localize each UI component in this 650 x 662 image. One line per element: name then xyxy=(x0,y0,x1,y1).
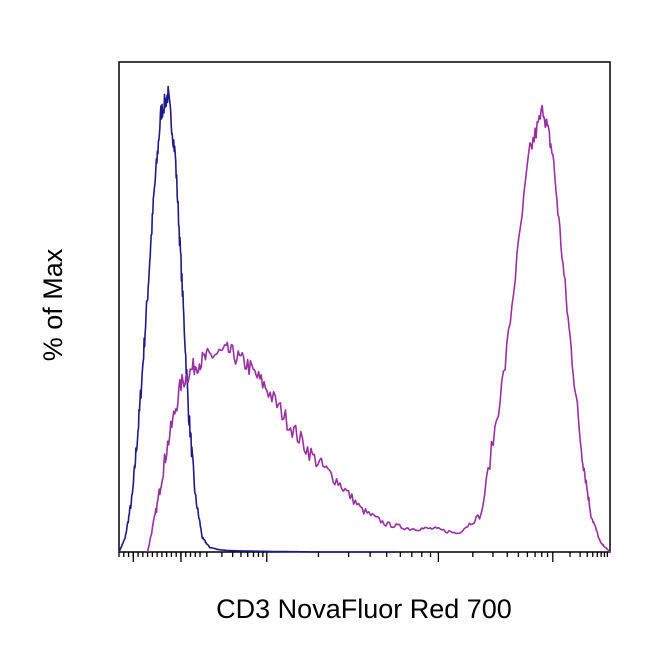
x-axis-label: CD3 NovaFluor Red 700 xyxy=(216,594,512,624)
series-line-1 xyxy=(118,85,396,553)
curves xyxy=(118,85,611,553)
y-axis-label: % of Max xyxy=(38,248,68,361)
plot-frame xyxy=(118,61,611,553)
x-axis-ticks xyxy=(118,552,609,562)
series-line-2 xyxy=(146,104,611,553)
